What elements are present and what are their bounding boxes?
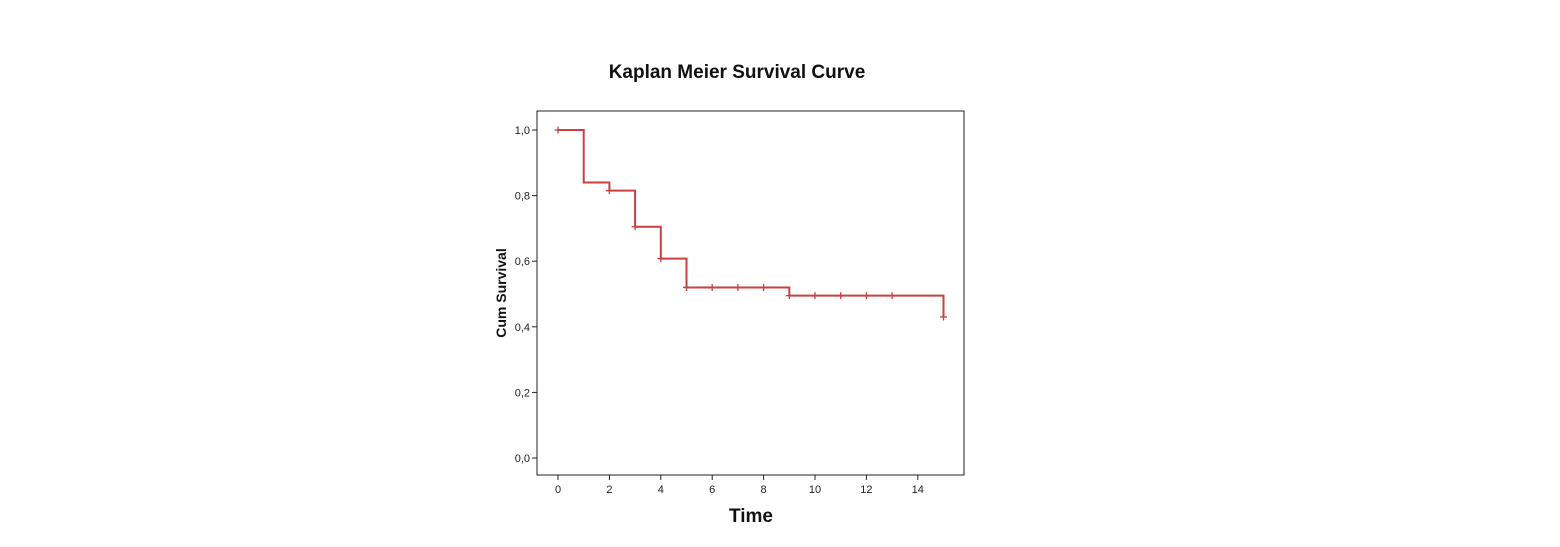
censor-mark [605, 187, 613, 195]
y-tick-label: 0,0 [515, 453, 530, 465]
censor-mark [657, 255, 665, 263]
censor-mark [631, 223, 639, 231]
x-tick-label: 14 [912, 484, 924, 496]
censor-mark [837, 292, 845, 300]
censor-mark [940, 313, 947, 321]
y-tick-label: 0,2 [515, 387, 530, 399]
y-tick-label: 0,6 [515, 256, 530, 268]
survival-step-line [558, 129, 945, 317]
censor-mark [760, 283, 768, 291]
censor-mark [862, 292, 870, 300]
censor-mark [683, 283, 690, 291]
x-tick-label: 2 [606, 484, 612, 496]
plot-frame [536, 110, 965, 476]
censor-mark [888, 292, 896, 300]
x-tick-label: 12 [860, 484, 872, 496]
y-axis-label: Cum Survival [493, 248, 509, 337]
censor-mark [708, 283, 716, 291]
x-tick-label: 0 [555, 484, 561, 496]
x-axis: 0 2 4 6 8 10 12 14 [555, 475, 924, 496]
x-tick-label: 4 [658, 484, 664, 496]
x-tick-label: 10 [809, 484, 821, 496]
censor-mark [811, 292, 819, 300]
censor-mark [734, 283, 742, 291]
y-tick-label: 0,4 [515, 322, 530, 334]
y-tick-label: 0,8 [515, 191, 530, 203]
chart-title: Kaplan Meier Survival Curve [609, 62, 866, 83]
series-layer [554, 126, 947, 321]
censor-mark [785, 292, 793, 300]
y-tick-label: 1,0 [515, 125, 530, 137]
x-tick-label: 8 [761, 484, 767, 496]
y-axis: 0,0 0,2 0,4 0,6 0,8 1,0 [515, 125, 537, 465]
x-axis-label: Time [729, 506, 773, 527]
censor-mark [554, 126, 562, 134]
x-tick-label: 6 [709, 484, 715, 496]
